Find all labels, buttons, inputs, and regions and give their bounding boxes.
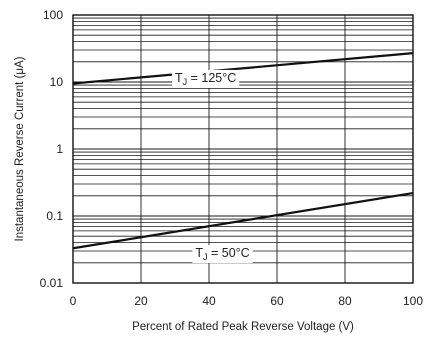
series-lines <box>72 52 414 250</box>
y-tick-label: 100 <box>43 8 63 22</box>
x-tick-labels: 0 20 40 60 80 100 <box>70 294 424 308</box>
x-tick-label: 20 <box>134 294 148 308</box>
y-tick-label: 0.01 <box>40 276 64 290</box>
grid-lines <box>73 15 413 283</box>
y-tick-labels: 0.01 0.1 1 10 100 <box>40 8 64 290</box>
series-label-bg <box>172 69 240 88</box>
y-axis-label: Instantaneous Reverse Current (μA) <box>14 56 26 241</box>
y-tick-label: 1 <box>56 142 63 156</box>
series-label-bg <box>192 245 253 264</box>
x-tick-label: 40 <box>202 294 216 308</box>
plot-frame <box>72 14 414 284</box>
series-line <box>72 191 414 250</box>
series-line <box>72 52 414 85</box>
x-tick-label: 100 <box>403 294 423 308</box>
x-tick-label: 0 <box>70 294 77 308</box>
series-annotations: TJ = 125°C TJ = 50°C <box>172 69 253 264</box>
x-tick-label: 60 <box>270 294 284 308</box>
y-tick-label: 0.1 <box>46 209 63 223</box>
x-tick-label: 80 <box>338 294 352 308</box>
y-tick-label: 10 <box>50 75 64 89</box>
series-label: TJ = 125°C <box>175 71 236 87</box>
x-axis-label: Percent of Rated Peak Reverse Voltage (V… <box>132 321 354 333</box>
series-label: TJ = 50°C <box>195 246 249 262</box>
